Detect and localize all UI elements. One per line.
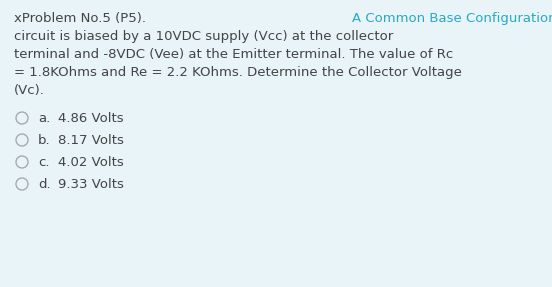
Text: (Vc).: (Vc). [14, 84, 45, 97]
Text: 4.86 Volts: 4.86 Volts [58, 112, 124, 125]
Text: xProblem No.5 (P5).: xProblem No.5 (P5). [14, 12, 150, 25]
Text: 4.02 Volts: 4.02 Volts [58, 156, 124, 169]
Text: b.: b. [38, 134, 51, 147]
Text: 8.17 Volts: 8.17 Volts [58, 134, 124, 147]
Text: circuit is biased by a 10VDC supply (Vcc) at the collector: circuit is biased by a 10VDC supply (Vcc… [14, 30, 393, 43]
Text: a.: a. [38, 112, 50, 125]
Text: d.: d. [38, 178, 51, 191]
Text: 9.33 Volts: 9.33 Volts [58, 178, 124, 191]
Text: c.: c. [38, 156, 50, 169]
Text: = 1.8KOhms and Re = 2.2 KOhms. Determine the Collector Voltage: = 1.8KOhms and Re = 2.2 KOhms. Determine… [14, 66, 462, 79]
Text: terminal and -8VDC (Vee) at the Emitter terminal. The value of Rc: terminal and -8VDC (Vee) at the Emitter … [14, 48, 453, 61]
Text: A Common Base Configuration NPN BJT: A Common Base Configuration NPN BJT [352, 12, 552, 25]
